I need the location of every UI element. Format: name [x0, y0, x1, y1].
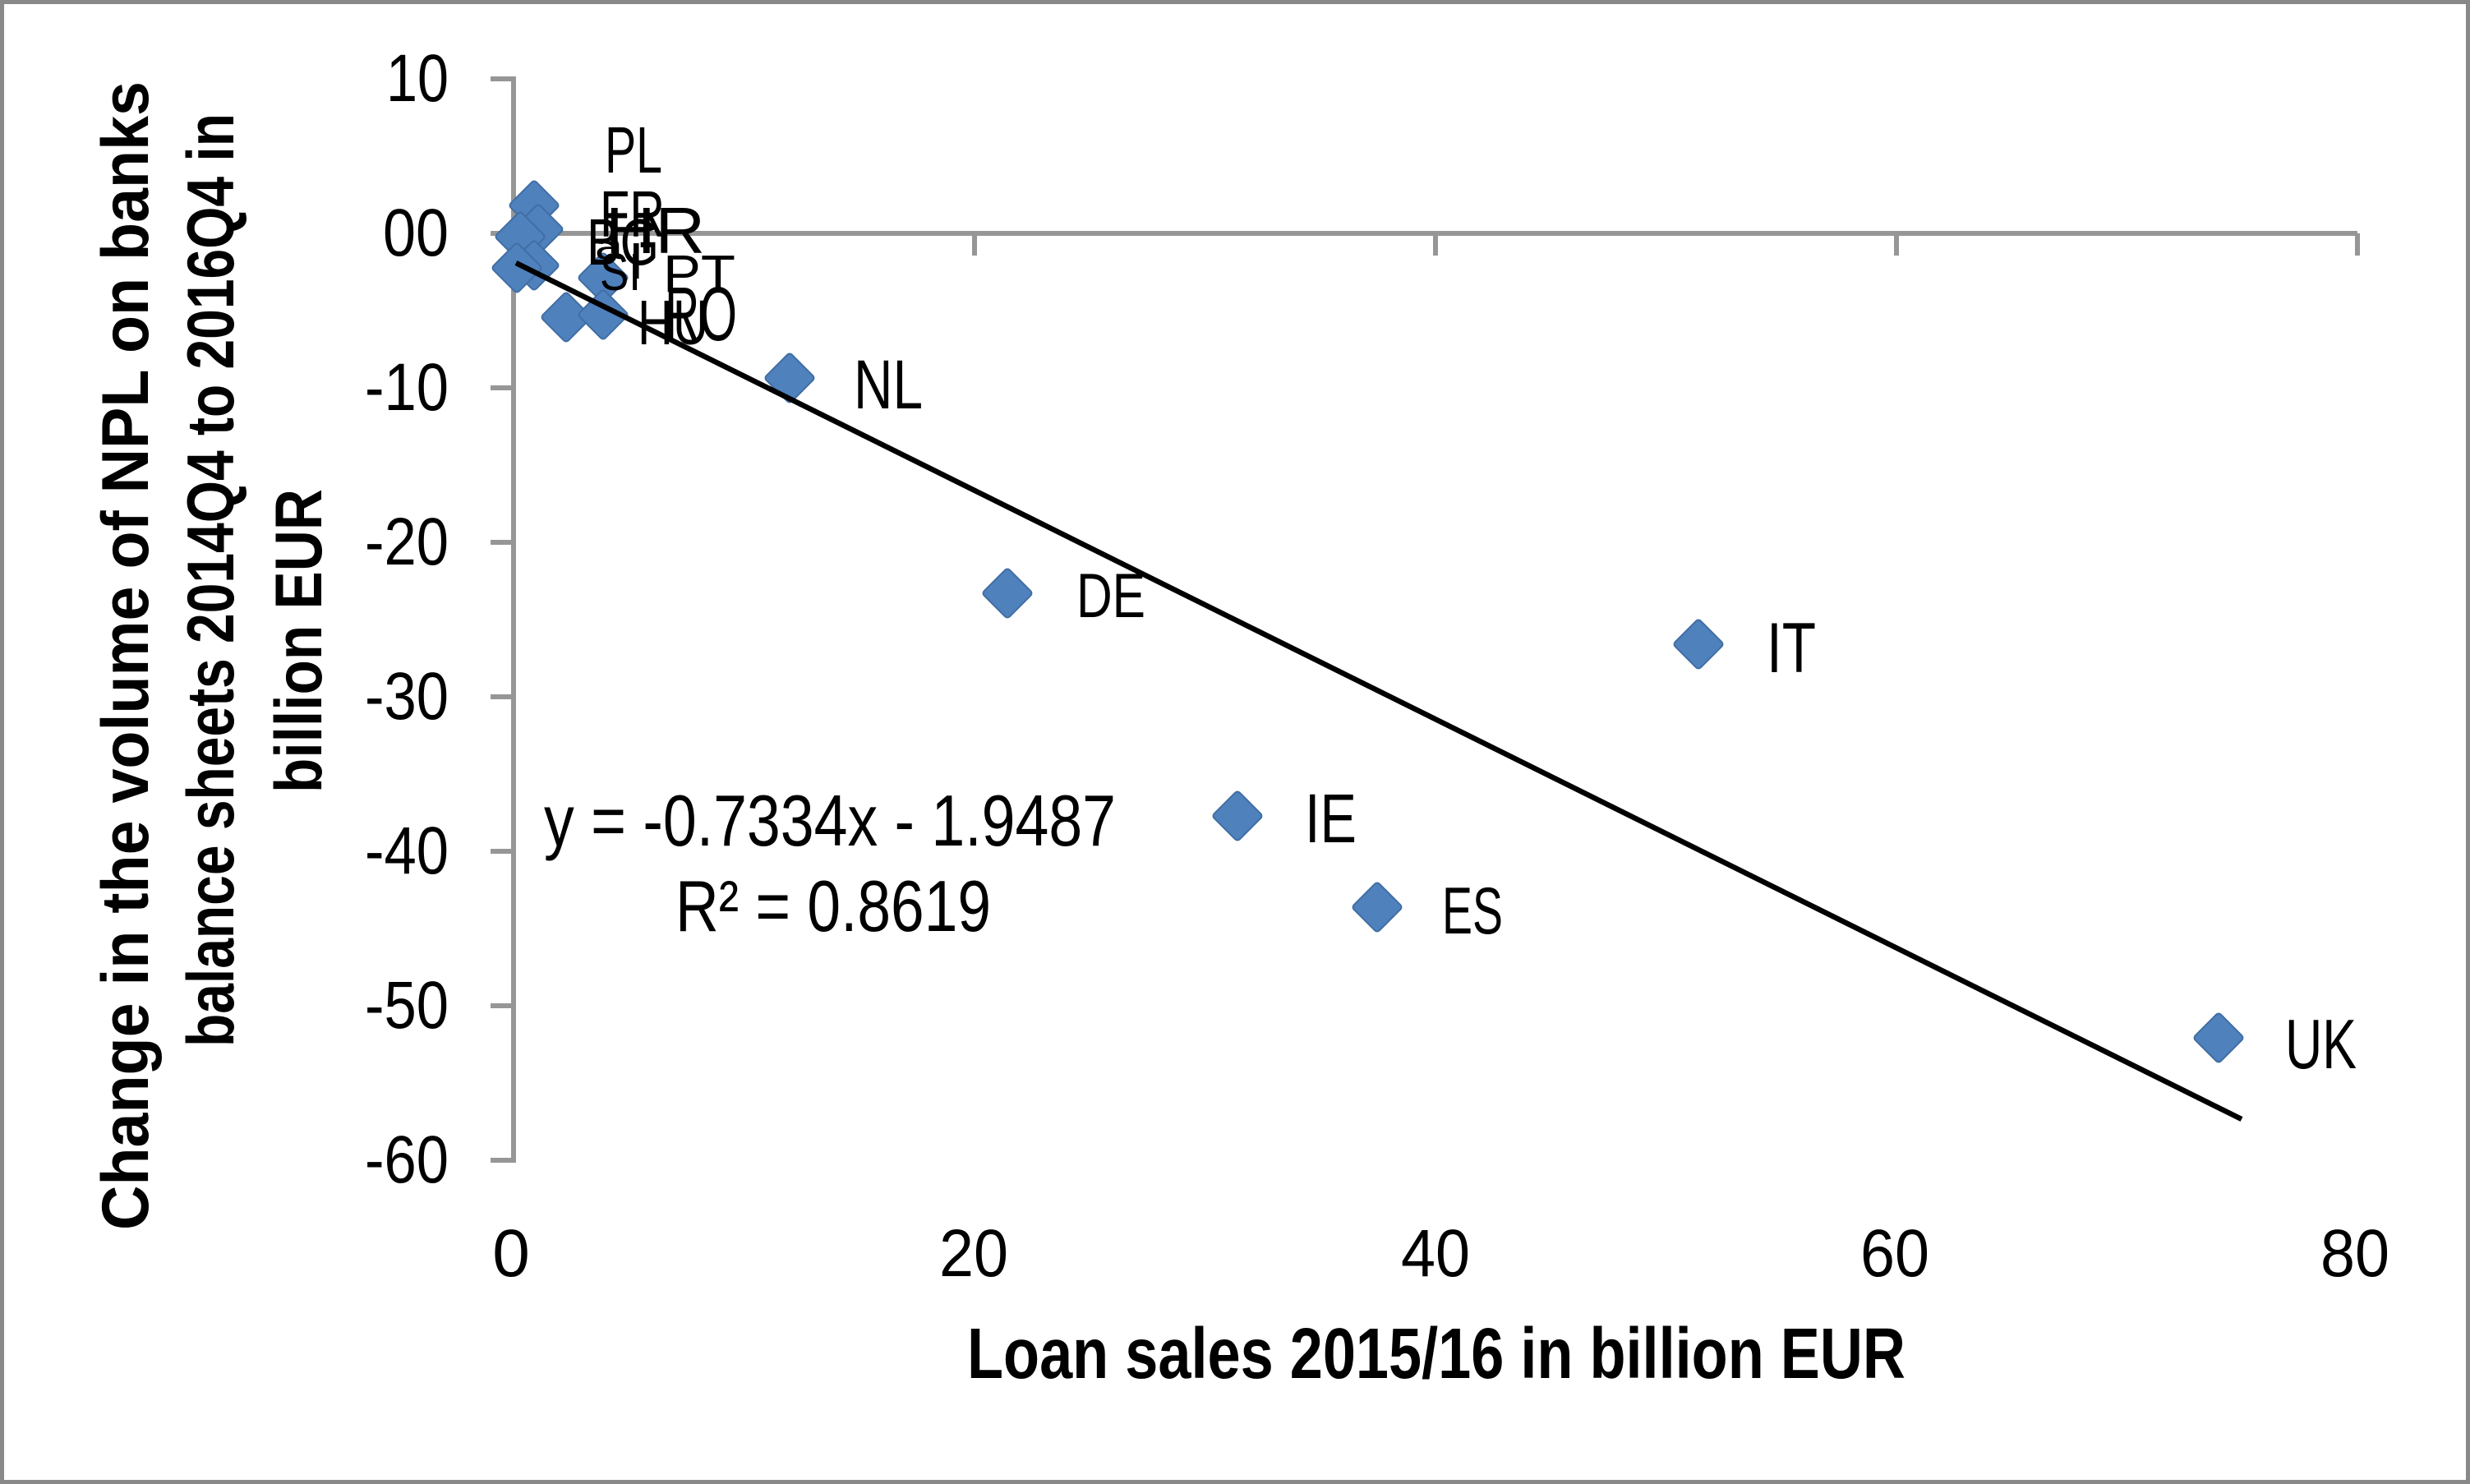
svg-text:HU: HU — [638, 288, 708, 358]
svg-text:Change in the volume of NPL on: Change in the volume of NPL on banks — [89, 81, 163, 1230]
svg-text:-40: -40 — [365, 813, 449, 888]
svg-text:SI: SI — [600, 242, 641, 302]
svg-text:80: 80 — [2320, 1216, 2389, 1291]
svg-text:PL: PL — [605, 113, 662, 187]
svg-text:-20: -20 — [365, 505, 449, 579]
svg-text:UK: UK — [2285, 1006, 2357, 1084]
svg-text:-30: -30 — [365, 659, 449, 734]
svg-text:10: 10 — [386, 41, 449, 116]
svg-text:-10: -10 — [365, 350, 449, 425]
svg-text:00: 00 — [383, 196, 449, 270]
svg-text:-50: -50 — [365, 968, 449, 1043]
svg-text:-60: -60 — [365, 1122, 449, 1197]
svg-text:60: 60 — [1860, 1216, 1929, 1291]
svg-text:DE: DE — [1076, 561, 1145, 631]
svg-text:y = -0.7334x - 1.9487: y = -0.7334x - 1.9487 — [544, 780, 1116, 861]
svg-text:balance sheets 2014Q4 to 2016Q: balance sheets 2014Q4 to 2016Q4 in — [174, 113, 248, 1047]
svg-text:a: a — [595, 224, 624, 267]
svg-text:ES: ES — [1442, 874, 1503, 948]
svg-text:40: 40 — [1401, 1216, 1470, 1291]
svg-text:RO: RO — [665, 271, 737, 357]
svg-text:20: 20 — [939, 1216, 1008, 1291]
svg-text:Loan sales 2015/16 in billion: Loan sales 2015/16 in billion EUR — [967, 1314, 1905, 1394]
svg-text:BG: BG — [587, 205, 659, 279]
svg-text:PT: PT — [663, 244, 735, 303]
svg-text:R² = 0.8619: R² = 0.8619 — [675, 865, 991, 947]
svg-text:billion EUR: billion EUR — [262, 489, 336, 793]
svg-text:HR: HR — [606, 194, 705, 267]
svg-text:IE: IE — [1305, 780, 1357, 857]
svg-text:FR: FR — [600, 177, 665, 251]
svg-text:0: 0 — [492, 1216, 530, 1291]
svg-text:NL: NL — [854, 346, 923, 423]
svg-text:IT: IT — [1767, 609, 1816, 688]
